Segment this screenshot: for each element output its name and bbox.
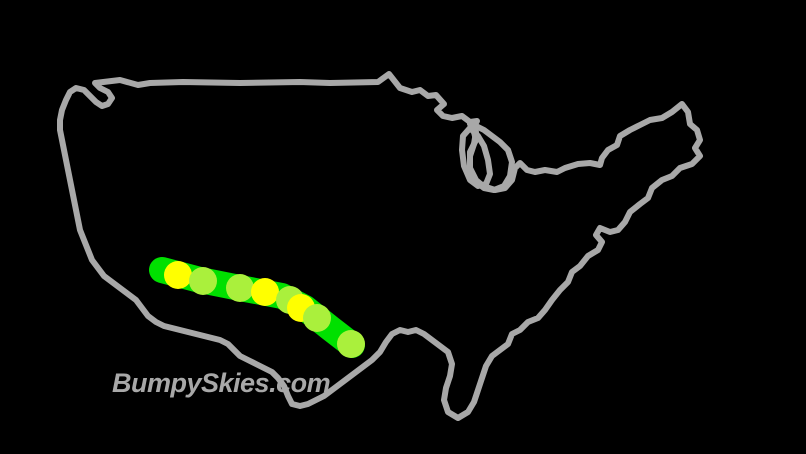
- map-outline-group: [57, 71, 703, 421]
- waypoint-marker[interactable]: [337, 330, 365, 358]
- waypoint-marker[interactable]: [189, 267, 217, 295]
- waypoint-marker[interactable]: [303, 304, 331, 332]
- waypoint-marker[interactable]: [226, 274, 254, 302]
- site-watermark: BumpySkies.com: [112, 368, 331, 398]
- lake-michigan-outline: [459, 125, 493, 189]
- flight-path-group[interactable]: [149, 257, 365, 358]
- great-lakes-outline: [467, 121, 515, 193]
- us-border-outline: [57, 71, 703, 421]
- waypoint-marker[interactable]: [251, 278, 279, 306]
- waypoint-marker[interactable]: [164, 261, 192, 289]
